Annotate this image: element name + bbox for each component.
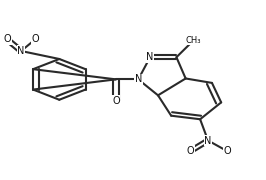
Text: CH₃: CH₃ <box>186 36 201 45</box>
Text: O: O <box>3 35 11 44</box>
Text: O: O <box>112 96 120 106</box>
Text: O: O <box>223 146 231 156</box>
Text: O: O <box>31 35 39 44</box>
Text: N: N <box>146 52 154 62</box>
Text: N: N <box>135 74 142 84</box>
Text: N: N <box>204 136 212 145</box>
Text: N: N <box>18 46 25 56</box>
Text: O: O <box>186 146 194 156</box>
